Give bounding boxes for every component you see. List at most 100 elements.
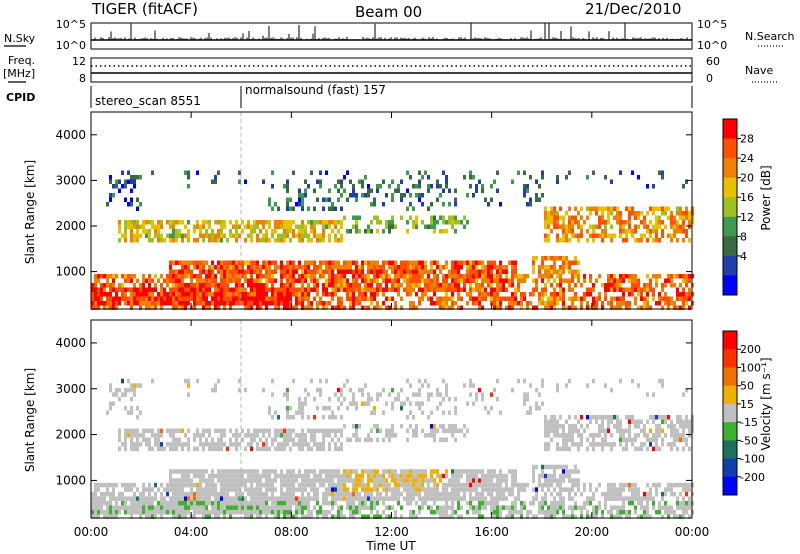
velocity-cell (379, 478, 382, 483)
power-cell (418, 274, 421, 279)
power-cell (307, 269, 310, 274)
velocity-cell (274, 446, 277, 452)
power-cell (118, 188, 121, 193)
velocity-cell (559, 433, 562, 438)
power-cell (253, 296, 256, 301)
power-cell (445, 305, 448, 310)
power-cell (289, 283, 292, 288)
velocity-cell (562, 424, 565, 429)
velocity-cell (676, 414, 679, 420)
velocity-cell (409, 401, 412, 406)
power-cell (208, 224, 211, 229)
power-cell (451, 283, 454, 288)
velocity-cell (217, 478, 220, 483)
velocity-cell (619, 496, 622, 501)
power-cell (547, 238, 550, 243)
velocity-cell (370, 491, 373, 497)
power-cell (451, 301, 454, 306)
velocity-cell (181, 505, 184, 510)
power-cell (271, 287, 274, 292)
power-cell (154, 287, 157, 292)
velocity-cell (649, 437, 652, 443)
power-cell (640, 238, 643, 243)
velocity-cell (562, 446, 565, 452)
velocity-cell (436, 487, 439, 492)
velocity-cell (256, 487, 259, 492)
power-cell (589, 206, 592, 211)
power-cell (97, 301, 100, 306)
power-cell (391, 278, 394, 283)
power-cell (580, 301, 583, 306)
velocity-cell (469, 378, 472, 384)
power-cell (292, 269, 295, 274)
velocity-cell (244, 387, 247, 393)
velocity-cell (505, 514, 508, 519)
velocity-cell (466, 469, 469, 474)
velocity-cell (145, 428, 148, 434)
velocity-cell (184, 505, 187, 510)
velocity-cell (415, 473, 418, 479)
velocity-cell (316, 473, 319, 479)
velocity-cell (109, 482, 112, 488)
velocity-cell (568, 424, 571, 429)
velocity-cell (244, 496, 247, 501)
velocity-cell (358, 473, 361, 479)
velocity-cell (160, 446, 163, 452)
power-cell (169, 301, 172, 306)
power-cell (337, 274, 340, 279)
velocity-cell (148, 514, 151, 519)
power-cell (220, 296, 223, 301)
power-cell (355, 274, 358, 279)
cpid-label: CPID (6, 91, 35, 104)
power-cell (241, 301, 244, 306)
power-cell (235, 238, 238, 243)
power-cell (652, 238, 655, 243)
velocity-cell (544, 514, 547, 519)
power-cell (349, 269, 352, 274)
power-cell (286, 224, 289, 229)
power-cell (304, 292, 307, 297)
velocity-cell (385, 469, 388, 474)
velocity-cell (625, 414, 628, 420)
velocity-cell (643, 509, 646, 515)
power-cell (211, 283, 214, 288)
power-cell (493, 305, 496, 310)
velocity-cell (142, 509, 145, 515)
power-cell (415, 278, 418, 283)
power-cell (331, 202, 334, 207)
power-cell (304, 233, 307, 238)
velocity-cell (322, 500, 325, 506)
power-cell (247, 220, 250, 225)
velocity-cell (418, 491, 421, 497)
power-cell (337, 179, 340, 184)
velocity-cell (133, 383, 136, 388)
velocity-cell (235, 442, 238, 447)
power-cell (490, 283, 493, 288)
power-cell (544, 233, 547, 238)
velocity-cell (100, 509, 103, 515)
power-cell (658, 220, 661, 225)
power-cell (301, 305, 304, 310)
velocity-cell (514, 473, 517, 479)
power-cell (646, 301, 649, 306)
velocity-cell (118, 387, 121, 393)
velocity-cell (418, 509, 421, 515)
velocity-cell (445, 383, 448, 388)
power-cell (550, 301, 553, 306)
velocity-cell (436, 482, 439, 488)
colorbar-frame (722, 118, 738, 296)
velocity-cell (220, 446, 223, 452)
velocity-cell (274, 487, 277, 492)
power-cell (475, 265, 478, 270)
power-cell (496, 283, 499, 288)
velocity-cell (343, 514, 346, 519)
velocity-cell (106, 500, 109, 506)
power-cell (460, 305, 463, 310)
velocity-cell (307, 446, 310, 452)
velocity-cell (280, 428, 283, 434)
velocity-cell (400, 482, 403, 488)
power-cell (661, 283, 664, 288)
power-cell (439, 193, 442, 198)
velocity-cell (301, 496, 304, 501)
y-tick-label: 1000 (55, 473, 86, 487)
